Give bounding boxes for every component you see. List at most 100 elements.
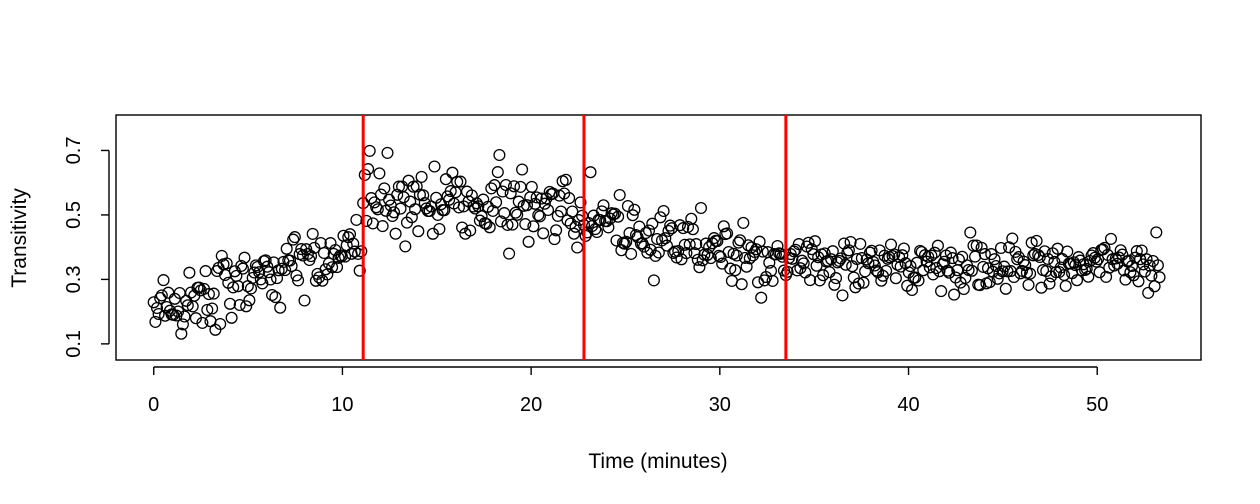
data-point: [880, 264, 893, 277]
x-tick-label: 0: [148, 394, 159, 416]
data-point: [287, 233, 300, 246]
data-point: [1145, 269, 1158, 282]
data-point: [673, 219, 686, 232]
data-point: [602, 221, 615, 234]
data-point: [904, 260, 917, 273]
data-point: [1070, 274, 1084, 287]
data-point: [283, 254, 297, 267]
data-point: [306, 227, 319, 240]
data-point: [371, 203, 384, 216]
data-point: [243, 294, 256, 307]
data-point: [548, 233, 561, 246]
x-tick-label: 30: [709, 394, 731, 416]
data-point: [823, 266, 836, 279]
data-point: [988, 253, 1001, 266]
data-point: [292, 274, 305, 287]
data-point: [220, 257, 233, 270]
data-point: [584, 166, 597, 179]
data-point: [399, 240, 412, 253]
plot-frame: [115, 114, 1202, 361]
x-tick-label: 20: [520, 394, 542, 416]
data-point: [389, 227, 402, 240]
data-point: [451, 175, 464, 188]
data-point: [910, 256, 923, 269]
data-point: [149, 315, 162, 328]
data-point: [491, 166, 504, 179]
data-point: [933, 265, 946, 278]
data-point: [433, 222, 446, 236]
data-point: [486, 204, 499, 217]
data-point: [791, 264, 804, 277]
data-point: [797, 257, 810, 270]
data-point: [574, 196, 587, 209]
y-axis: 0.1 0.3 0.5 0.7: [63, 137, 110, 358]
data-point: [948, 288, 961, 301]
data-point: [1129, 251, 1142, 264]
data-point: [662, 224, 675, 237]
y-axis-title: Transitivity: [8, 188, 31, 288]
data-point: [196, 316, 209, 329]
data-point: [298, 294, 311, 307]
data-point: [1059, 279, 1072, 293]
data-point: [1080, 262, 1093, 275]
x-tick-label: 40: [897, 394, 919, 416]
data-point: [541, 203, 555, 217]
data-point: [1153, 271, 1166, 284]
x-axis-title: Time (minutes): [588, 450, 727, 473]
data-point: [527, 220, 540, 233]
data-point: [181, 299, 194, 312]
data-point: [193, 281, 206, 294]
data-point: [319, 263, 332, 276]
data-point: [480, 217, 493, 230]
data-point: [225, 311, 238, 324]
data-point: [750, 243, 763, 256]
data-point: [722, 245, 735, 259]
data-point: [214, 317, 227, 331]
data-point: [672, 244, 685, 258]
data-point: [1024, 267, 1037, 280]
data-point: [771, 239, 784, 253]
data-point: [376, 220, 389, 233]
data-point: [1132, 275, 1145, 288]
data-point: [355, 245, 368, 258]
data-point: [373, 167, 386, 180]
x-axis: 0 10 20 30 40 50: [148, 366, 1108, 416]
data-point: [533, 210, 546, 223]
data-point: [567, 227, 581, 240]
data-point: [724, 262, 737, 275]
data-point: [244, 282, 258, 295]
data-point: [808, 235, 822, 248]
data-point: [964, 226, 977, 239]
data-point: [467, 200, 480, 213]
data-point: [781, 265, 794, 278]
data-point: [392, 180, 405, 193]
data-point: [978, 248, 991, 261]
data-point: [1011, 253, 1024, 266]
data-point: [828, 278, 841, 291]
data-point: [952, 253, 965, 266]
data-point: [304, 250, 318, 263]
data-point: [501, 218, 514, 231]
data-point: [829, 272, 843, 285]
data-point: [206, 302, 219, 315]
data-point: [693, 261, 706, 274]
data-point: [740, 260, 753, 273]
data-point: [576, 209, 589, 222]
data-point: [199, 265, 212, 278]
data-point: [620, 235, 633, 248]
data-point: [802, 236, 815, 249]
data-point: [638, 240, 651, 253]
data-point: [309, 274, 322, 287]
data-point: [290, 269, 303, 282]
data-point: [708, 232, 721, 245]
change-point-lines: [361, 115, 788, 360]
data-point: [994, 241, 1008, 255]
data-point: [686, 223, 699, 236]
data-point: [613, 188, 626, 202]
data-point: [507, 180, 521, 193]
data-point: [610, 234, 623, 247]
data-point: [680, 247, 693, 260]
data-point: [1025, 236, 1038, 249]
y-tick-label: 0.3: [63, 266, 85, 294]
